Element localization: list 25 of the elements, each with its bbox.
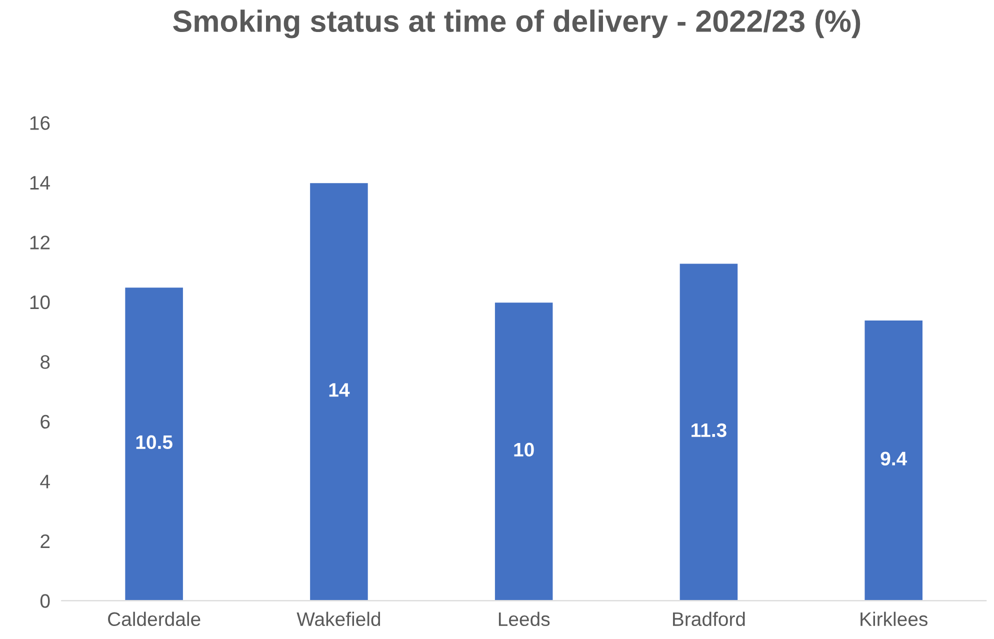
bar	[124, 286, 184, 601]
y-tick-label: 10	[30, 295, 50, 310]
bar	[863, 319, 924, 601]
data-label: 9.4	[880, 452, 908, 466]
y-tick-label: 12	[30, 236, 50, 250]
y-tick-label: 4	[40, 474, 50, 488]
data-label: 10	[514, 442, 534, 457]
bar	[494, 301, 554, 601]
x-tick-label: Calderdale	[108, 612, 200, 626]
data-label: 10.5	[136, 435, 172, 450]
data-label: 14	[329, 383, 350, 397]
chart-title: Smoking status at time of delivery - 2022/23 (%)	[173, 10, 860, 38]
x-tick-label: Bradford	[673, 612, 745, 626]
x-tick-label: Wakefield	[296, 612, 380, 626]
bar	[308, 182, 370, 601]
y-tick-label: 8	[40, 355, 50, 369]
y-tick-label: 16	[30, 116, 50, 130]
bar	[678, 262, 739, 601]
y-tick-label: 0	[40, 594, 50, 608]
y-tick-label: 6	[40, 414, 50, 429]
y-tick-label: 2	[40, 534, 50, 548]
data-label: 11.3	[692, 423, 726, 438]
x-tick-label: Kirklees	[860, 612, 928, 626]
y-tick-label: 14	[30, 176, 50, 190]
x-tick-label: Leeds	[498, 612, 550, 626]
